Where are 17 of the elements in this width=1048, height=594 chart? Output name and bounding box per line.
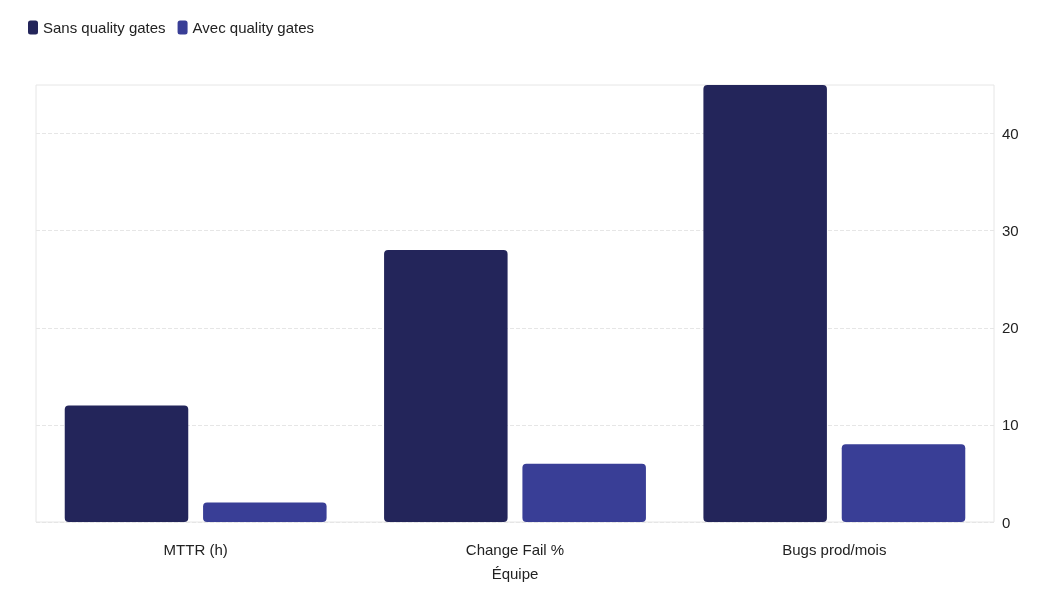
bar xyxy=(522,463,646,522)
x-tick-label: MTTR (h) xyxy=(163,541,228,558)
bar xyxy=(384,250,508,522)
bar xyxy=(841,444,966,522)
x-tick-label: Bugs prod/mois xyxy=(782,541,887,558)
y-tick-label: 0 xyxy=(1002,513,1011,531)
legend-label: Sans quality gates xyxy=(43,19,166,36)
legend-label: Avec quality gates xyxy=(192,19,315,36)
bar xyxy=(703,85,827,522)
y-tick-label: 30 xyxy=(1002,222,1019,240)
y-tick-label: 40 xyxy=(1002,125,1019,143)
y-tick-label: 10 xyxy=(1002,416,1019,434)
bar xyxy=(203,502,327,522)
x-tick-label: Change Fail % xyxy=(465,541,565,558)
x-axis-title: Équipe xyxy=(491,565,539,582)
y-tick-label: 20 xyxy=(1002,319,1019,337)
bar xyxy=(64,405,189,522)
